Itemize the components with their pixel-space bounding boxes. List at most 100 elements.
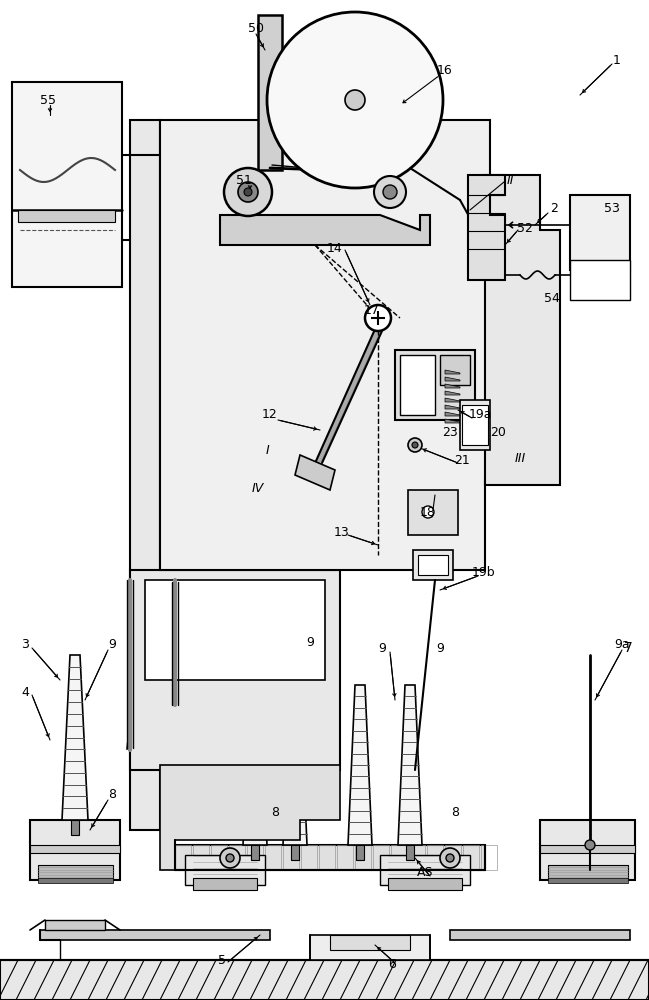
Text: III: III: [515, 452, 526, 464]
Bar: [540, 845, 635, 853]
Circle shape: [440, 848, 460, 868]
Bar: [540, 820, 635, 880]
Text: 3: 3: [21, 639, 29, 652]
Text: 8: 8: [451, 806, 459, 818]
Bar: [409, 845, 425, 870]
Text: II: II: [506, 174, 514, 186]
Polygon shape: [445, 405, 460, 409]
Circle shape: [365, 305, 391, 331]
Text: 54: 54: [544, 292, 560, 304]
Bar: [355, 845, 371, 870]
Bar: [283, 845, 299, 870]
Bar: [211, 845, 227, 870]
Bar: [229, 845, 245, 870]
Text: 21: 21: [454, 454, 470, 466]
Bar: [18, 210, 115, 222]
Text: 53: 53: [604, 202, 620, 215]
Bar: [247, 845, 263, 870]
Bar: [570, 195, 630, 270]
Bar: [130, 120, 160, 830]
Text: I: I: [266, 444, 270, 456]
Bar: [427, 845, 443, 870]
Bar: [462, 405, 488, 445]
Bar: [373, 845, 389, 870]
Bar: [356, 845, 364, 860]
Circle shape: [224, 168, 272, 216]
Circle shape: [345, 90, 365, 110]
Polygon shape: [445, 384, 460, 388]
Polygon shape: [445, 398, 460, 402]
Text: 50: 50: [248, 21, 264, 34]
Circle shape: [244, 188, 252, 196]
Bar: [337, 845, 353, 870]
Circle shape: [267, 12, 443, 188]
Polygon shape: [445, 391, 460, 395]
Bar: [30, 845, 120, 853]
Bar: [175, 845, 485, 870]
Text: 51: 51: [236, 174, 252, 186]
Text: 9: 9: [436, 642, 444, 654]
Bar: [440, 355, 470, 385]
Bar: [319, 845, 335, 870]
Polygon shape: [445, 370, 460, 374]
Bar: [310, 935, 430, 960]
Bar: [130, 570, 340, 770]
Text: 14: 14: [327, 241, 343, 254]
Text: 1: 1: [613, 53, 621, 66]
Bar: [38, 865, 113, 880]
Bar: [406, 845, 414, 860]
Bar: [251, 845, 259, 860]
Text: 4: 4: [21, 686, 29, 698]
Bar: [193, 878, 257, 890]
Bar: [330, 935, 410, 950]
Bar: [450, 930, 630, 940]
Text: 9: 9: [378, 642, 386, 654]
Circle shape: [412, 442, 418, 448]
Circle shape: [383, 185, 397, 199]
Text: 8: 8: [108, 788, 116, 802]
Text: 19a: 19a: [468, 408, 492, 422]
Text: 6: 6: [388, 958, 396, 972]
Polygon shape: [445, 419, 460, 423]
Polygon shape: [348, 685, 372, 845]
Text: 16: 16: [437, 64, 453, 77]
Bar: [30, 820, 120, 880]
Circle shape: [226, 854, 234, 862]
Bar: [395, 350, 475, 420]
Bar: [145, 580, 325, 680]
Text: 13: 13: [334, 526, 350, 540]
Bar: [12, 82, 122, 287]
Polygon shape: [398, 685, 422, 845]
Polygon shape: [283, 685, 307, 845]
Circle shape: [374, 176, 406, 208]
Bar: [380, 855, 470, 885]
Bar: [413, 550, 453, 580]
Circle shape: [422, 506, 434, 518]
Bar: [258, 15, 282, 170]
Bar: [548, 878, 628, 883]
Polygon shape: [62, 655, 88, 820]
Circle shape: [220, 848, 240, 868]
Bar: [291, 845, 299, 860]
Bar: [418, 555, 448, 575]
Polygon shape: [160, 765, 340, 870]
Polygon shape: [468, 175, 505, 280]
Text: 12: 12: [262, 408, 278, 422]
Bar: [548, 865, 628, 880]
Bar: [185, 855, 265, 885]
Text: 2: 2: [550, 202, 558, 215]
Bar: [0, 960, 649, 1000]
Bar: [40, 930, 270, 940]
Bar: [301, 845, 317, 870]
Text: AS: AS: [417, 865, 434, 879]
Text: 9: 9: [306, 636, 314, 648]
Bar: [391, 845, 407, 870]
Polygon shape: [485, 175, 560, 485]
Polygon shape: [243, 685, 267, 845]
Circle shape: [585, 840, 595, 850]
Bar: [71, 820, 79, 835]
Bar: [400, 355, 435, 415]
Bar: [175, 845, 191, 870]
Bar: [460, 400, 490, 450]
Bar: [463, 845, 479, 870]
